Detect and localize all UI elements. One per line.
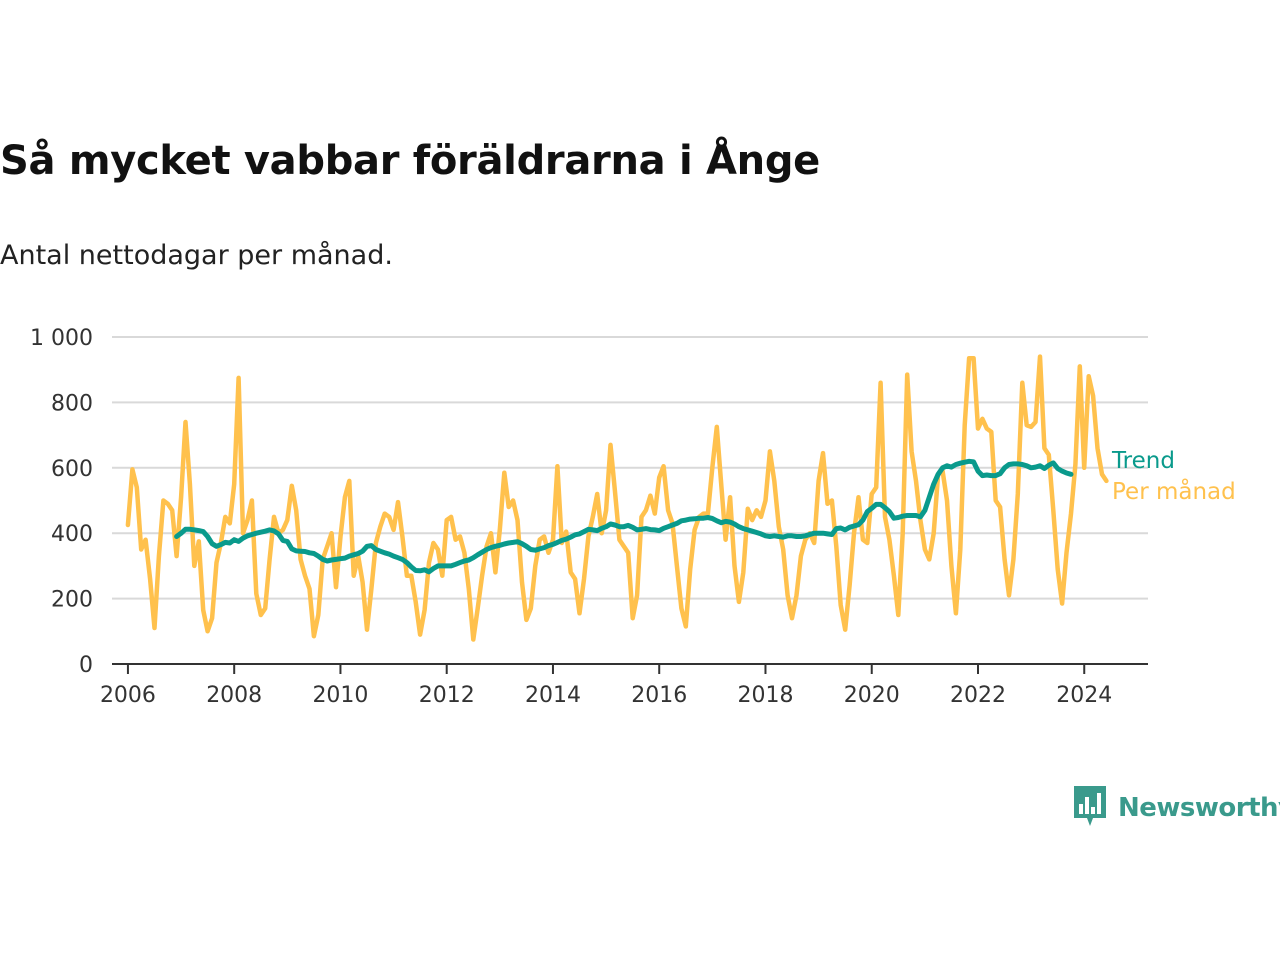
chart-title: Så mycket vabbar föräldrarna i Ånge — [0, 138, 820, 184]
y-tick-label: 0 — [79, 653, 93, 678]
x-tick-label: 2020 — [844, 683, 900, 708]
y-tick-label: 1 000 — [30, 326, 93, 351]
y-tick-label: 400 — [51, 522, 93, 547]
x-tick-label: 2006 — [100, 683, 156, 708]
brand-logo[interactable]: Newsworthy — [1072, 784, 1280, 832]
chart-subtitle: Antal nettodagar per månad. — [0, 240, 393, 271]
series-labels: Trend Per månad — [1111, 448, 1236, 505]
x-tick-label: 2010 — [312, 683, 368, 708]
monthly-label: Per månad — [1112, 477, 1236, 505]
x-tick-label: 2022 — [950, 683, 1006, 708]
series-lines — [125, 354, 1109, 642]
x-tick-label: 2024 — [1056, 683, 1112, 708]
x-tick-label: 2012 — [419, 683, 475, 708]
monthly-line — [125, 354, 1109, 642]
axes: 0 200 400 600 800 1 000 2006 2008 2010 2012 2014 20… — [30, 326, 1148, 708]
y-tick-label: 200 — [51, 588, 93, 613]
y-tick-label: 800 — [51, 391, 93, 416]
trend-line — [174, 458, 1074, 575]
x-tick-label: 2008 — [206, 683, 262, 708]
x-tick-label: 2018 — [737, 683, 793, 708]
x-tick-label: 2014 — [525, 683, 581, 708]
trend-label: Trend — [1111, 448, 1175, 474]
line-chart: 0 200 400 600 800 1 000 2006 2008 2010 2012 2014 20… — [30, 326, 1236, 708]
bar-chart-logo-icon — [1072, 784, 1108, 832]
brand-name: Newsworthy — [1118, 793, 1280, 823]
x-tick-label: 2016 — [631, 683, 687, 708]
y-tick-label: 600 — [51, 457, 93, 482]
